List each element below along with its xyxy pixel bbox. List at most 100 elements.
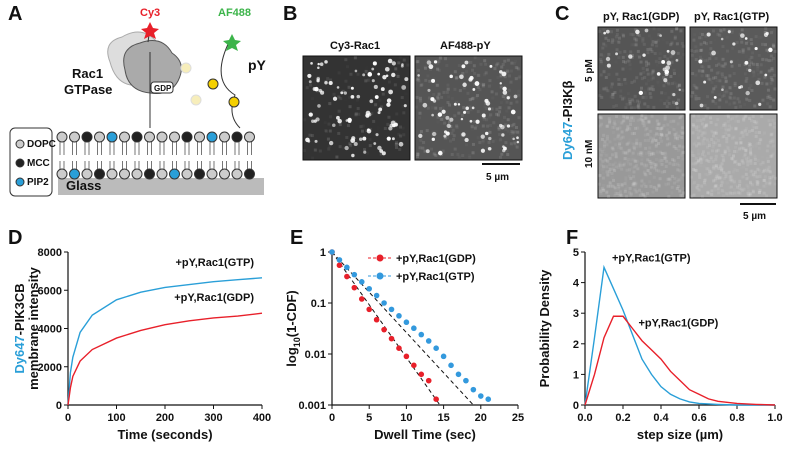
noise — [635, 159, 639, 163]
noise — [656, 126, 660, 130]
noise — [634, 182, 638, 186]
noise — [516, 67, 520, 71]
noise — [441, 106, 444, 109]
noise — [755, 126, 759, 130]
noise — [694, 185, 698, 189]
noise — [713, 189, 716, 192]
noise — [500, 65, 504, 69]
noise — [769, 58, 773, 62]
noise — [767, 49, 771, 53]
noise — [771, 152, 775, 156]
point — [351, 284, 358, 291]
noise — [607, 194, 611, 198]
point — [485, 396, 492, 402]
noise — [655, 115, 658, 118]
noise — [739, 37, 743, 41]
noise — [632, 116, 636, 120]
noise — [437, 68, 441, 72]
image-title: pY, Rac1(GTP) — [694, 11, 770, 23]
noise — [614, 154, 618, 158]
noise — [324, 129, 328, 133]
spot — [665, 65, 670, 71]
noise — [741, 134, 745, 138]
noise — [767, 119, 771, 123]
noise — [492, 120, 496, 124]
noise — [733, 81, 737, 85]
noise — [752, 134, 755, 137]
noise — [709, 120, 713, 124]
label: PIP2 — [27, 177, 49, 188]
noise — [602, 172, 605, 175]
point — [411, 362, 417, 369]
noise — [661, 152, 665, 156]
spot — [428, 64, 434, 70]
noise — [622, 118, 625, 121]
noise — [666, 105, 669, 108]
noise — [695, 125, 699, 129]
noise — [738, 179, 742, 183]
noise — [712, 179, 716, 183]
noise — [747, 144, 751, 148]
noise — [617, 77, 621, 81]
noise — [700, 194, 704, 198]
noise — [714, 184, 718, 188]
noise — [678, 144, 681, 147]
noise — [735, 149, 739, 153]
spot — [488, 136, 492, 141]
noise — [709, 41, 713, 45]
noise — [482, 117, 486, 121]
noise — [749, 153, 753, 157]
noise — [660, 133, 664, 137]
noise — [513, 141, 517, 145]
spot — [720, 37, 724, 41]
noise — [605, 143, 609, 147]
noise — [606, 184, 610, 188]
noise — [740, 189, 744, 193]
point — [388, 306, 395, 313]
noise — [637, 55, 641, 59]
noise — [348, 105, 352, 109]
noise — [624, 82, 627, 85]
noise — [640, 162, 644, 166]
noise — [599, 188, 603, 192]
noise — [491, 97, 494, 100]
noise — [701, 157, 705, 161]
lipid-tail — [122, 142, 127, 173]
noise — [750, 89, 754, 93]
noise — [623, 50, 627, 54]
noise — [722, 123, 726, 127]
noise — [705, 74, 709, 78]
noise — [696, 132, 700, 136]
noise — [673, 81, 676, 84]
noise — [607, 35, 610, 38]
scale-label: 5 µm — [743, 211, 766, 222]
noise — [770, 128, 773, 131]
point — [388, 335, 395, 342]
noise — [714, 101, 718, 105]
noise — [628, 149, 632, 153]
noise — [472, 64, 476, 68]
spot — [433, 60, 438, 64]
noise — [654, 139, 658, 143]
noise — [720, 189, 724, 193]
noise — [675, 176, 678, 179]
point — [448, 362, 454, 369]
noise — [632, 79, 636, 83]
noise — [617, 185, 621, 189]
noise — [623, 78, 627, 82]
noise — [617, 40, 621, 44]
noise — [691, 124, 695, 128]
noise — [471, 68, 475, 72]
noise — [651, 88, 655, 92]
noise — [621, 67, 625, 71]
noise — [756, 158, 760, 162]
noise — [634, 190, 638, 194]
noise — [710, 131, 713, 134]
noise — [303, 148, 307, 152]
noise — [741, 175, 745, 179]
label: MCC — [27, 158, 50, 169]
noise — [498, 134, 501, 137]
noise — [611, 184, 615, 188]
noise — [765, 82, 769, 86]
noise — [508, 74, 512, 78]
